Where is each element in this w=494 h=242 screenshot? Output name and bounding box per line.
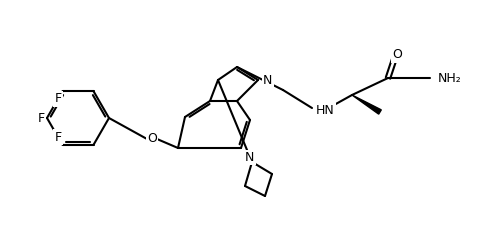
Text: N: N — [263, 74, 272, 86]
Text: N: N — [245, 151, 254, 164]
Text: NH₂: NH₂ — [438, 71, 462, 84]
Text: O: O — [147, 133, 157, 145]
Text: F: F — [54, 92, 61, 105]
Text: O: O — [392, 48, 402, 61]
Text: F: F — [38, 112, 45, 124]
Polygon shape — [352, 95, 381, 114]
Text: F: F — [54, 131, 61, 144]
Text: HN: HN — [316, 104, 335, 116]
